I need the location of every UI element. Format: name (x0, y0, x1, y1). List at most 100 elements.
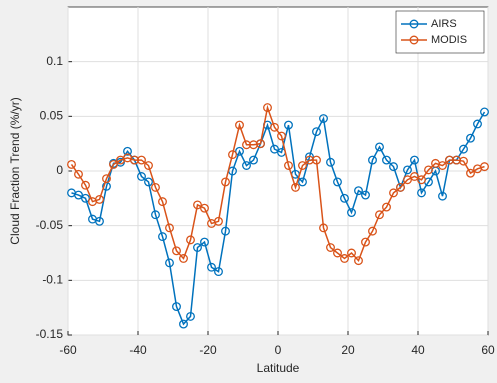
legend-box (395, 10, 485, 54)
data-point (368, 226, 377, 236)
data-point (158, 232, 167, 242)
data-point (67, 159, 76, 169)
data-point (480, 107, 489, 117)
y-tick-label: -0.1 (42, 273, 63, 287)
data-point (207, 262, 216, 272)
data-point (221, 177, 230, 187)
y-tick-label: 0.05 (40, 109, 64, 123)
data-point (74, 190, 83, 200)
data-point (319, 114, 328, 123)
data-point (172, 302, 181, 312)
legend-marker (409, 35, 419, 45)
data-point (326, 157, 335, 167)
data-point (319, 223, 328, 233)
data-point (333, 177, 342, 187)
data-point (403, 175, 412, 185)
data-point (270, 122, 279, 132)
data-point (277, 131, 286, 141)
data-point (284, 161, 293, 170)
data-point (361, 190, 370, 200)
data-point (214, 216, 223, 226)
data-point (354, 186, 363, 196)
y-axis-label: Cloud Fraction Trend (%/yr) (8, 97, 22, 244)
y-tick-label: -0.15 (36, 327, 64, 341)
data-point (151, 210, 160, 220)
data-point (340, 193, 349, 203)
data-point (480, 162, 489, 172)
data-point (466, 168, 475, 178)
data-point (347, 208, 356, 217)
data-point (109, 159, 118, 169)
data-point (74, 169, 83, 179)
data-point (81, 180, 90, 190)
x-tick-label: -40 (129, 343, 147, 357)
data-point (81, 193, 90, 203)
x-tick-label: -20 (199, 343, 217, 357)
data-point (403, 165, 412, 175)
data-point (179, 254, 188, 263)
data-point (410, 155, 419, 165)
data-point (354, 256, 363, 266)
data-point (235, 146, 244, 156)
data-point (438, 191, 447, 201)
data-point (438, 161, 447, 170)
data-point (242, 161, 251, 170)
data-point (291, 182, 300, 192)
data-point (424, 165, 433, 175)
data-point (396, 182, 405, 192)
data-point (172, 246, 181, 256)
data-point (151, 182, 160, 192)
data-point (368, 155, 377, 165)
data-point (459, 156, 468, 166)
data-point (466, 133, 475, 143)
data-point (389, 162, 398, 172)
data-point (123, 146, 132, 156)
data-point (200, 203, 209, 213)
data-point (256, 139, 265, 149)
data-point (200, 237, 209, 247)
data-point (186, 235, 195, 245)
legend-label: MODIS (431, 34, 467, 46)
data-point (340, 254, 349, 263)
data-point (298, 177, 307, 187)
data-point (361, 237, 370, 247)
x-tick-label: -60 (59, 343, 77, 357)
data-point (347, 248, 356, 258)
data-point (473, 119, 482, 129)
data-point (95, 194, 104, 204)
data-point (417, 188, 426, 198)
data-point (326, 243, 335, 252)
x-axis-label: Latitude (257, 361, 300, 375)
data-point (382, 155, 391, 165)
data-point (263, 103, 272, 113)
data-point (137, 155, 146, 165)
data-point (102, 174, 111, 184)
data-point (228, 150, 237, 160)
data-point (95, 216, 104, 226)
data-point (165, 223, 174, 233)
data-point (179, 319, 188, 329)
data-point (144, 177, 153, 187)
y-tick-label: 0 (56, 163, 63, 177)
data-point (249, 155, 258, 165)
data-point (221, 226, 230, 236)
y-tick-label: 0.1 (46, 54, 63, 68)
data-point (186, 311, 195, 321)
data-point (333, 248, 342, 258)
data-point (417, 175, 426, 185)
legend-marker (409, 19, 419, 29)
data-point (312, 155, 321, 165)
data-point (193, 200, 202, 210)
data-point (375, 142, 384, 152)
data-point (389, 188, 398, 198)
data-point (214, 267, 223, 277)
legend-label: AIRS (431, 18, 457, 30)
data-point (270, 144, 279, 154)
data-point (158, 197, 167, 207)
data-point (144, 161, 153, 170)
x-tick-label: 20 (341, 343, 355, 357)
y-tick-label: -0.05 (36, 218, 64, 232)
x-tick-label: 40 (411, 343, 425, 357)
data-point (459, 144, 468, 154)
data-point (375, 210, 384, 220)
